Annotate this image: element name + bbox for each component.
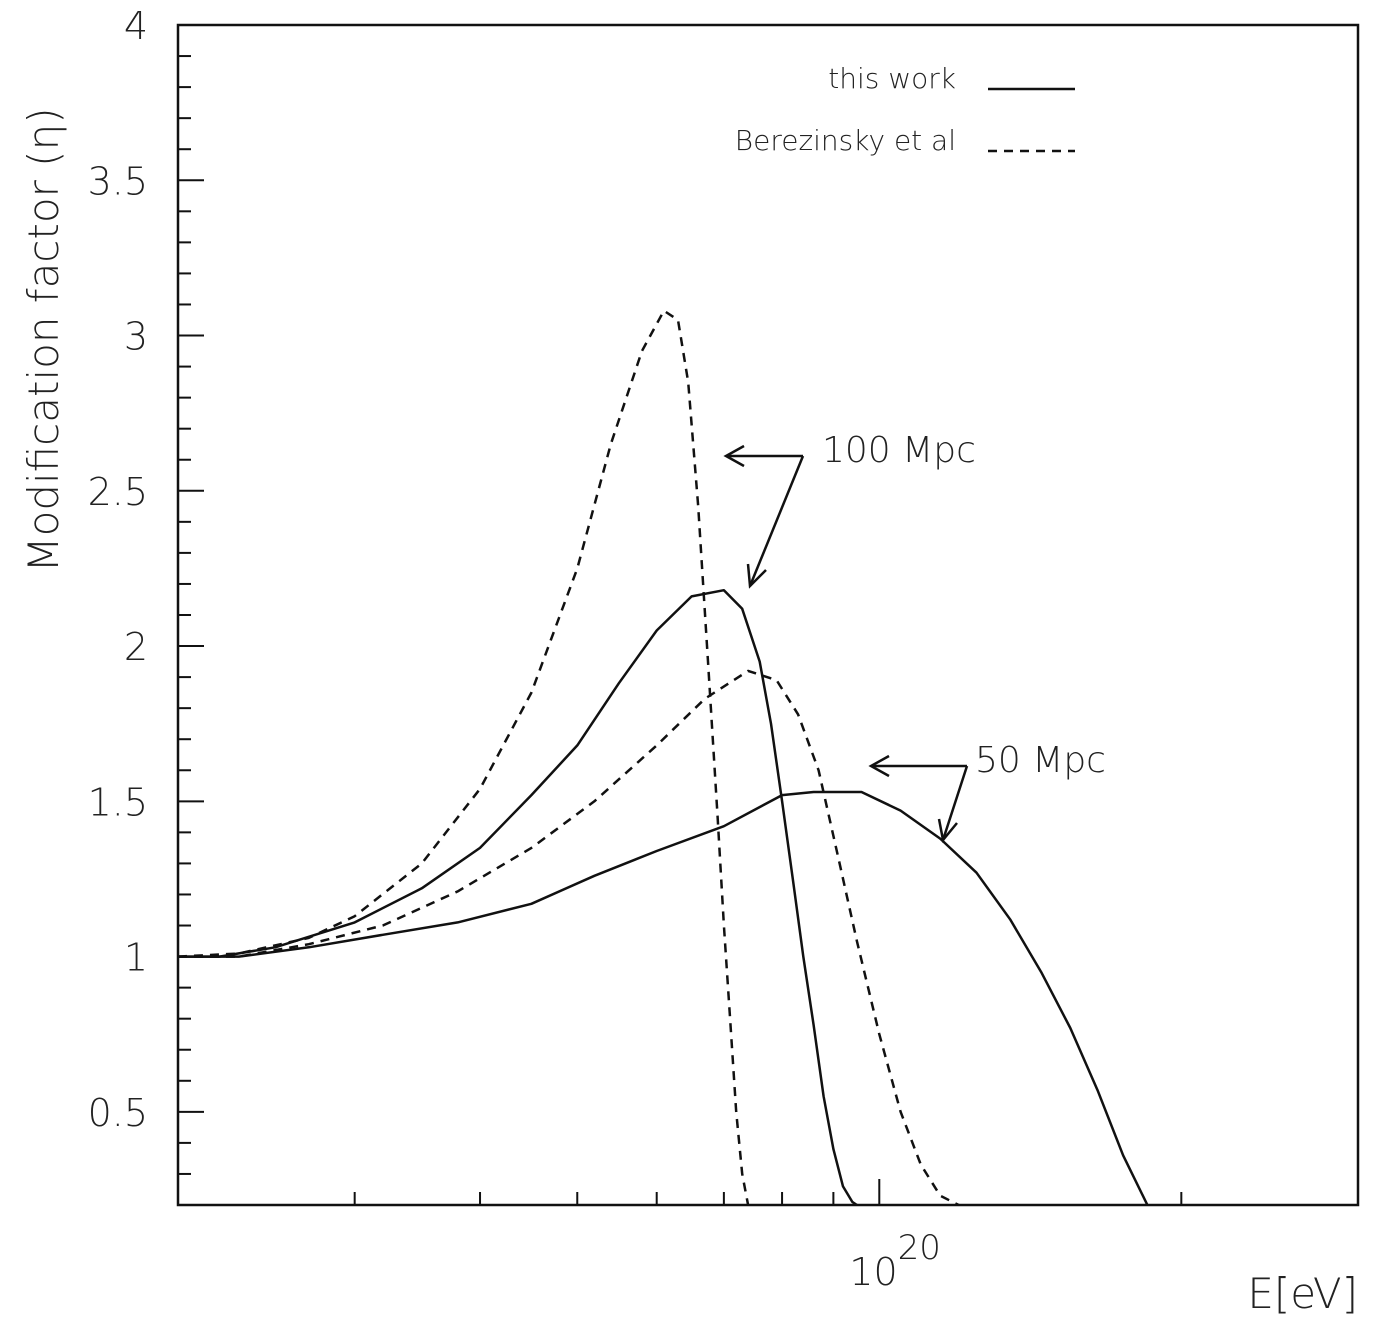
annotation-50-mpc-arrow-solid-head: [937, 818, 958, 843]
y-tick-label: 4: [124, 4, 148, 48]
annotation-50-mpc-arrow-solid: [941, 765, 969, 841]
y-tick-label: 1: [124, 936, 148, 980]
y-tick-label: 1.5: [88, 780, 148, 824]
series-line-dashed-100-mpc: [177, 309, 750, 1206]
annotation-100-mpc: 100 Mpc: [822, 430, 976, 471]
annotation-50-mpc: 50 Mpc: [975, 740, 1106, 781]
series-line-solid-100-mpc: [178, 588, 858, 1207]
legend-label-this-work: this work: [828, 62, 956, 95]
annotation-50-mpc-arrow-dashed-head: [868, 754, 890, 778]
axis-ticks: [178, 24, 1359, 1205]
y-axis-title: Modification factor (η): [19, 107, 68, 572]
annotations: 100 Mpc 50 Mpc: [723, 430, 1106, 843]
y-tick-label: 3.5: [88, 159, 148, 203]
x-tick-label-base: 10: [849, 1250, 897, 1294]
y-tick-label: 2.5: [88, 470, 148, 514]
annotation-100-mpc-arrow-solid: [748, 455, 805, 587]
x-axis-title: E[eV]: [1247, 1269, 1358, 1318]
x-tick-label-exponent: 20: [898, 1228, 941, 1268]
plot-frame: [176, 23, 1360, 1207]
series-line-dashed-50-mpc: [178, 669, 960, 1207]
series-line-solid-50-mpc: [178, 790, 1149, 1206]
y-tick-label: 3: [124, 315, 148, 359]
y-tick-labels: 0.5 1 1.5 2 2.5 3 3.5 4: [88, 4, 148, 1135]
annotation-100-mpc-arrow-solid-head: [746, 563, 767, 589]
y-tick-label: 2: [124, 625, 148, 669]
annotation-100-mpc-arrow-dashed-head: [723, 444, 745, 468]
x-tick-label: 1020: [849, 1228, 941, 1294]
legend: this work Berezinsky et al: [735, 62, 1075, 157]
y-tick-label: 0.5: [88, 1091, 148, 1135]
legend-label-berezinsky: Berezinsky et al: [735, 124, 956, 157]
series-lines: [177, 309, 1149, 1207]
